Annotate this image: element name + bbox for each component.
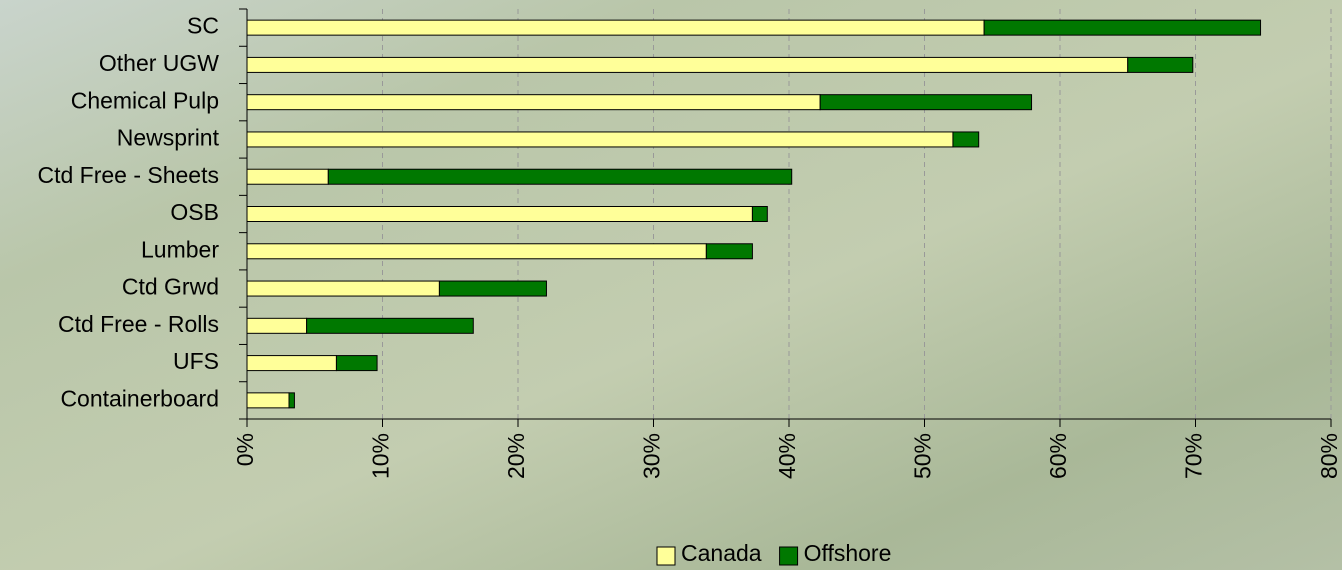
x-tick-label: 40%	[774, 433, 800, 479]
bar-segment	[953, 132, 979, 147]
bar-segment	[247, 169, 328, 184]
x-tick-label: 80%	[1316, 433, 1342, 479]
y-tick-label: Other UGW	[99, 50, 219, 76]
legend-label: Canada	[681, 540, 762, 566]
x-tick-label: 0%	[232, 433, 258, 466]
x-tick-label: 30%	[639, 433, 665, 479]
bar-segment	[247, 95, 820, 110]
bar-segment	[247, 393, 289, 408]
bar-segment	[1128, 57, 1193, 72]
bar-segment	[247, 318, 307, 333]
bar-segment	[247, 356, 336, 371]
bar-segment	[247, 281, 439, 296]
bar-segment	[752, 207, 767, 222]
bar-segment	[289, 393, 294, 408]
x-tick-label: 50%	[910, 433, 936, 479]
legend-swatch	[780, 547, 798, 565]
y-tick-label: OSB	[170, 199, 219, 225]
y-tick-label: Ctd Grwd	[122, 274, 219, 300]
y-tick-label: UFS	[173, 348, 219, 374]
bar-segment	[247, 244, 706, 259]
bar-segment	[984, 20, 1260, 35]
bar-segment	[247, 20, 984, 35]
chart: 0% 10% 20% 30% 40% 50% 60% 70% 80% SC Other UGW Che…	[0, 0, 1342, 570]
bar-segment	[328, 169, 791, 184]
y-tick-label: Lumber	[141, 236, 219, 262]
bar-segment	[706, 244, 752, 259]
y-tick-label: Ctd Free - Rolls	[58, 311, 219, 337]
bar-segment	[307, 318, 474, 333]
y-tick-label: Newsprint	[117, 125, 220, 151]
y-tick-label: Containerboard	[60, 385, 219, 411]
y-tick-label: Ctd Free - Sheets	[37, 162, 219, 188]
bar-segment	[247, 132, 953, 147]
x-tick-label: 70%	[1181, 433, 1207, 479]
bar-segment	[439, 281, 546, 296]
bar-segment	[247, 207, 752, 222]
legend-swatch	[657, 547, 675, 565]
legend-label: Offshore	[804, 540, 892, 566]
bar-segment	[336, 356, 377, 371]
x-tick-label: 10%	[368, 433, 394, 479]
bar-segment	[247, 57, 1128, 72]
y-tick-label: SC	[187, 13, 219, 39]
y-tick-label: Chemical Pulp	[71, 87, 219, 113]
bar-segment	[820, 95, 1031, 110]
x-tick-label: 60%	[1045, 433, 1071, 479]
x-tick-label: 20%	[503, 433, 529, 479]
